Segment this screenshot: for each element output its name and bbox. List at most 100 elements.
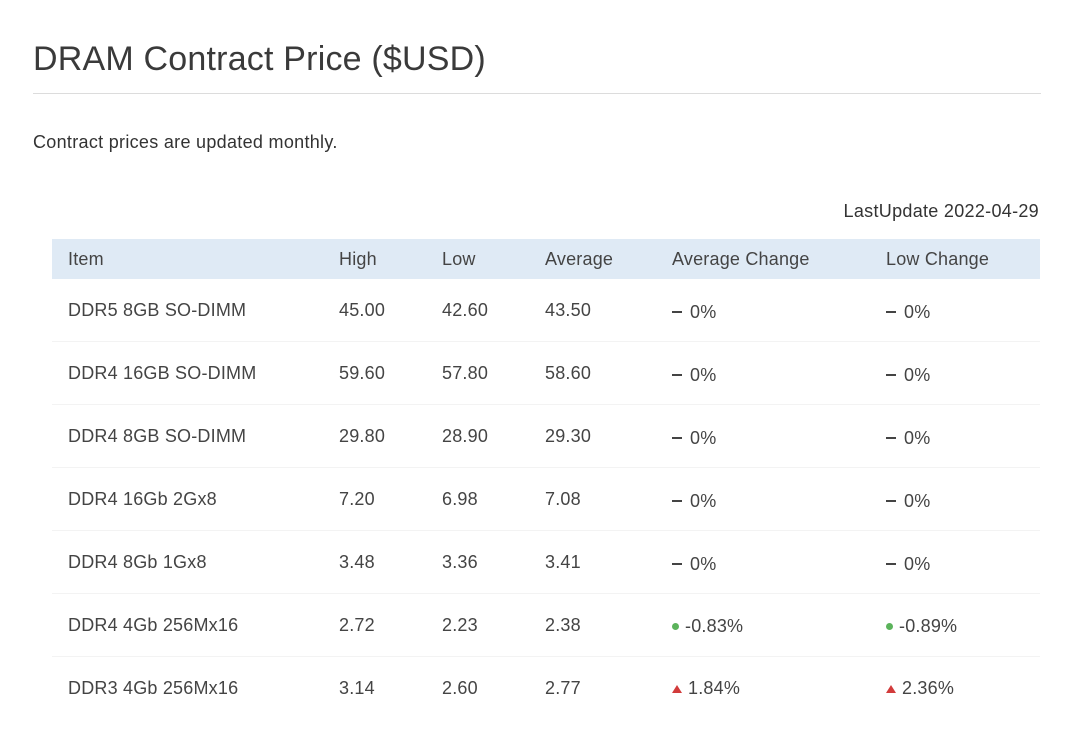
change-value: 0% (672, 554, 716, 575)
average-cell: 3.41 (529, 530, 656, 594)
change-value: 0% (672, 365, 716, 386)
high-cell: 2.72 (323, 593, 426, 657)
average-change-cell: 0% (656, 404, 870, 468)
change-value: 0% (886, 365, 930, 386)
table-row: DDR3 4Gb 256Mx16 3.14 2.60 2.77 1.84% 2.36% (52, 657, 1040, 720)
change-value: 0% (886, 302, 930, 323)
table-row: DDR5 8GB SO-DIMM 45.00 42.60 43.50 0% 0% (52, 279, 1040, 342)
average-change-cell: 0% (656, 279, 870, 342)
flat-dash-icon (672, 374, 682, 377)
table-row: DDR4 8GB SO-DIMM 29.80 28.90 29.30 0% 0% (52, 404, 1040, 468)
change-text: 0% (690, 553, 717, 574)
change-text: 0% (904, 364, 931, 385)
change-text: -0.89% (899, 615, 958, 636)
average-change-cell: -0.83% (656, 593, 870, 657)
high-cell: 29.80 (323, 404, 426, 468)
average-change-cell: 0% (656, 530, 870, 594)
average-cell: 58.60 (529, 341, 656, 405)
header-average: Average (545, 248, 614, 269)
intro-text: Contract prices are updated monthly. (33, 132, 338, 152)
change-text: 2.36% (902, 678, 955, 699)
flat-dash-icon (672, 500, 682, 503)
high-cell: 7.20 (323, 467, 426, 531)
change-text: 0% (690, 427, 717, 448)
change-text: 0% (904, 427, 931, 448)
low-cell: 2.23 (426, 593, 529, 657)
last-update-label: LastUpdate 2022-04-29 (843, 201, 1039, 221)
header-average-change: Average Change (672, 248, 810, 269)
table-body: DDR5 8GB SO-DIMM 45.00 42.60 43.50 0% 0% DDR4 … (52, 279, 1040, 719)
item-cell: DDR4 4Gb 256Mx16 (52, 593, 323, 657)
change-value: 0% (886, 428, 930, 449)
change-value: 0% (886, 554, 930, 575)
change-value: 0% (672, 302, 716, 323)
average-cell: 2.38 (529, 593, 656, 657)
title-divider (33, 93, 1041, 94)
change-text: 1.84% (688, 678, 741, 699)
flat-dash-icon (886, 500, 896, 503)
low-change-cell: 2.36% (870, 657, 1040, 720)
page-title: DRAM Contract Price ($USD) (33, 40, 486, 78)
average-cell: 43.50 (529, 279, 656, 342)
change-value: 0% (672, 491, 716, 512)
change-text: 0% (904, 301, 931, 322)
average-cell: 7.08 (529, 467, 656, 531)
flat-dash-icon (672, 437, 682, 440)
high-cell: 3.48 (323, 530, 426, 594)
header-low: Low (442, 248, 476, 269)
green-dot-icon (672, 622, 679, 630)
change-value: -0.83% (672, 616, 743, 637)
header-high: High (339, 248, 377, 269)
low-cell: 3.36 (426, 530, 529, 594)
flat-dash-icon (886, 374, 896, 377)
low-cell: 57.80 (426, 341, 529, 405)
flat-dash-icon (886, 311, 896, 314)
green-dot-icon (886, 622, 893, 630)
low-change-cell: 0% (870, 404, 1040, 468)
average-cell: 2.77 (545, 677, 581, 698)
change-value: 2.36% (886, 678, 954, 699)
flat-dash-icon (886, 437, 896, 440)
change-value: 1.84% (672, 678, 740, 699)
item-cell: DDR3 4Gb 256Mx16 (68, 677, 239, 698)
high-cell: 59.60 (323, 341, 426, 405)
average-change-cell: 0% (656, 341, 870, 405)
table-header-row: Item High Low Average Average Change Low… (52, 239, 1040, 279)
average-change-cell: 0% (656, 467, 870, 531)
item-cell: DDR4 8Gb 1Gx8 (52, 530, 323, 594)
change-text: 0% (690, 364, 717, 385)
flat-dash-icon (672, 563, 682, 566)
table-row: DDR4 4Gb 256Mx16 2.72 2.23 2.38 -0.83% -0.89% (52, 593, 1040, 657)
low-cell: 6.98 (426, 467, 529, 531)
table-row: DDR4 8Gb 1Gx8 3.48 3.36 3.41 0% 0% (52, 530, 1040, 594)
low-change-cell: 0% (870, 467, 1040, 531)
low-cell: 28.90 (426, 404, 529, 468)
red-triangle-up-icon (886, 684, 896, 693)
change-text: 0% (690, 301, 717, 322)
low-change-cell: -0.89% (870, 593, 1040, 657)
price-table: Item High Low Average Average Change Low… (52, 239, 1040, 719)
low-cell: 2.60 (442, 677, 478, 698)
change-value: 0% (886, 491, 930, 512)
change-text: 0% (904, 553, 931, 574)
change-text: -0.83% (685, 615, 744, 636)
item-cell: DDR4 16GB SO-DIMM (52, 341, 323, 405)
high-cell: 45.00 (323, 279, 426, 342)
change-value: -0.89% (886, 616, 957, 637)
item-cell: DDR5 8GB SO-DIMM (52, 279, 323, 342)
high-cell: 3.14 (339, 677, 375, 698)
flat-dash-icon (672, 311, 682, 314)
low-change-cell: 0% (870, 279, 1040, 342)
table-row: DDR4 16Gb 2Gx8 7.20 6.98 7.08 0% 0% (52, 467, 1040, 531)
change-text: 0% (690, 490, 717, 511)
average-change-cell: 1.84% (656, 657, 870, 720)
change-value: 0% (672, 428, 716, 449)
header-item: Item (68, 248, 104, 269)
red-triangle-up-icon (672, 684, 682, 693)
item-cell: DDR4 8GB SO-DIMM (52, 404, 323, 468)
price-table-container: Item High Low Average Average Change Low… (52, 239, 1040, 719)
header-low-change: Low Change (886, 248, 990, 269)
low-change-cell: 0% (870, 530, 1040, 594)
change-text: 0% (904, 490, 931, 511)
table-row: DDR4 16GB SO-DIMM 59.60 57.80 58.60 0% 0% (52, 341, 1040, 405)
